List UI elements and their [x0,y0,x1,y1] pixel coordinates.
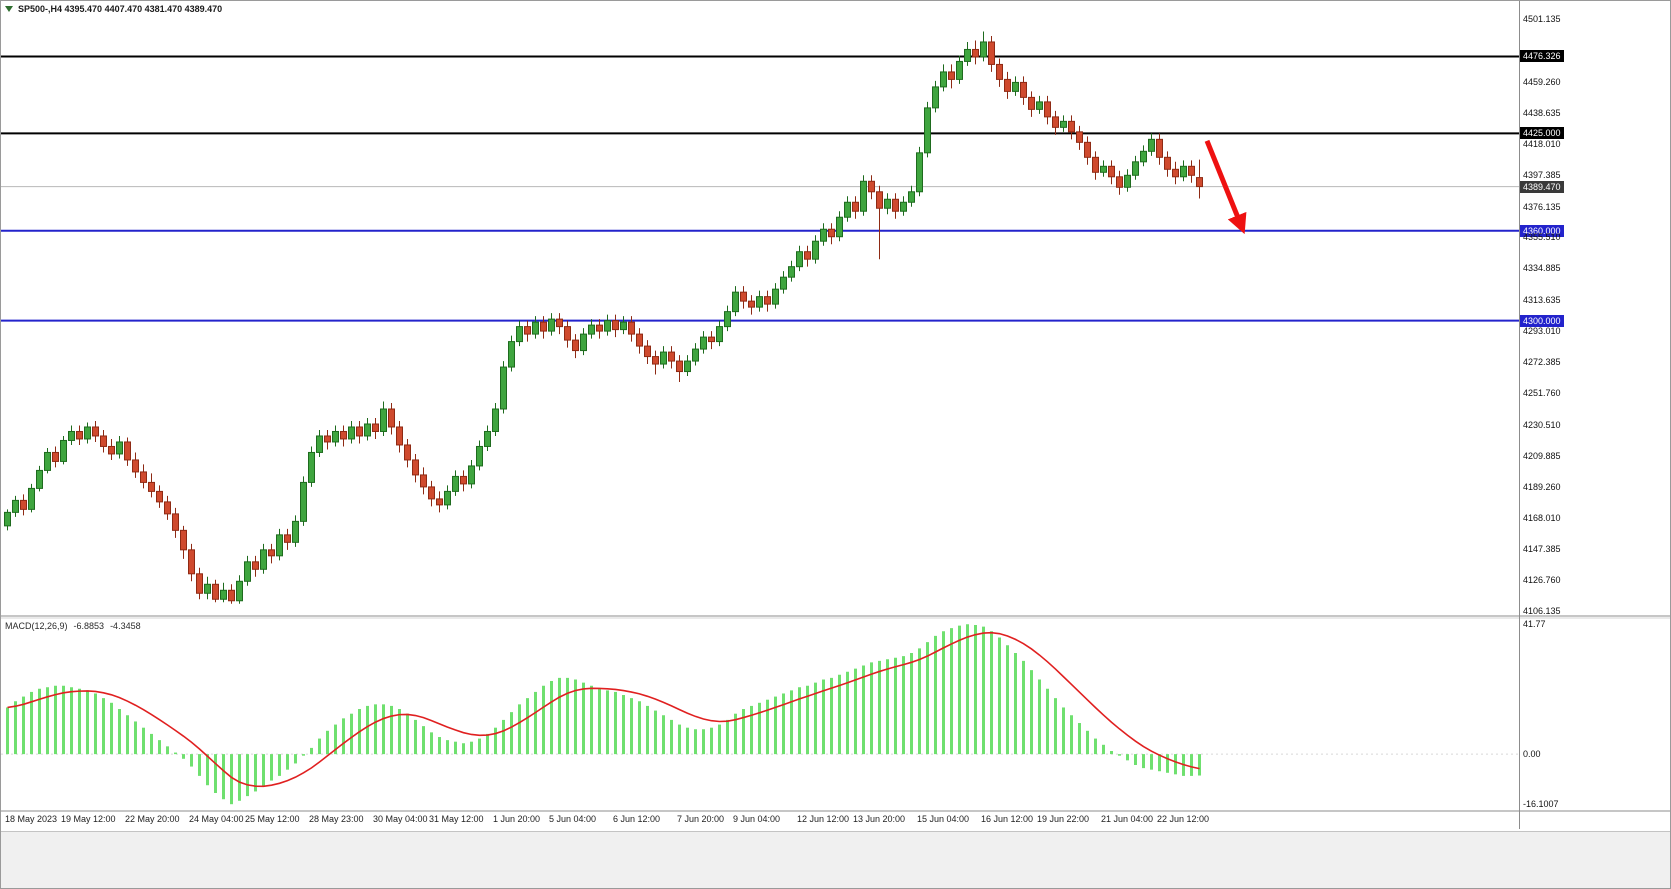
macd-indicator-label: MACD(12,26,9) -6.8853 -4.3458 [5,621,141,631]
candlestick-series [4,31,1203,604]
symbol-ohlc-text: SP500-,H4 4395.470 4407.470 4381.470 438… [18,4,223,14]
symbol-header: SP500-,H4 4395.470 4407.470 4381.470 438… [5,4,222,14]
macd-signal-line [7,631,1200,788]
trend-arrow-annotation[interactable] [1204,139,1247,235]
symbol-dropdown-icon[interactable] [5,6,13,12]
window-bottom-area [1,831,1670,888]
macd-histogram-series [6,624,1201,805]
macd-value-text: -6.8853 [73,621,105,631]
macd-signal-value-text: -4.3458 [110,621,141,631]
macd-label-text: MACD(12,26,9) [5,621,68,631]
price-level-lines [1,55,1519,322]
